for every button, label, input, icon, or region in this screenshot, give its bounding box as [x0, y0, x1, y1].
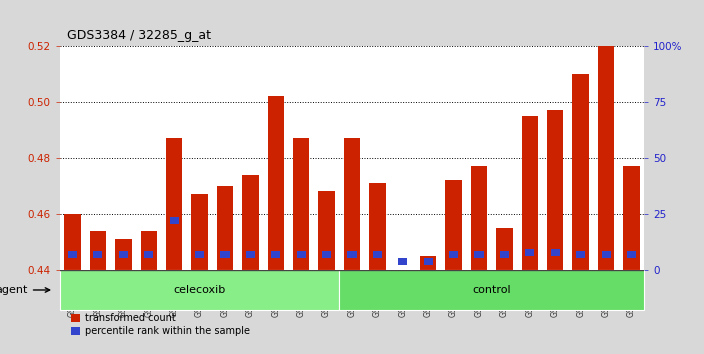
- Text: control: control: [472, 285, 511, 295]
- Bar: [64, 214, 81, 270]
- Bar: [601, 251, 610, 258]
- Bar: [420, 256, 436, 270]
- Bar: [373, 251, 382, 258]
- Bar: [551, 249, 560, 256]
- Bar: [446, 180, 462, 270]
- Bar: [144, 251, 153, 258]
- Bar: [344, 138, 360, 270]
- Text: GDS3384 / 32285_g_at: GDS3384 / 32285_g_at: [67, 29, 211, 42]
- Bar: [166, 138, 182, 270]
- Bar: [195, 251, 204, 258]
- Bar: [348, 251, 356, 258]
- Bar: [242, 175, 258, 270]
- Bar: [296, 251, 306, 258]
- Bar: [191, 194, 208, 270]
- Bar: [496, 228, 513, 270]
- Bar: [449, 251, 458, 258]
- Text: agent: agent: [0, 285, 27, 295]
- Bar: [322, 251, 331, 258]
- Text: celecoxib: celecoxib: [173, 285, 226, 295]
- Bar: [119, 251, 128, 258]
- Bar: [500, 251, 509, 258]
- Bar: [474, 251, 484, 258]
- Bar: [170, 217, 179, 223]
- Bar: [220, 251, 230, 258]
- Bar: [576, 251, 585, 258]
- Bar: [268, 96, 284, 270]
- Bar: [525, 249, 534, 256]
- Bar: [471, 166, 487, 270]
- Bar: [369, 183, 386, 270]
- Legend: transformed count, percentile rank within the sample: transformed count, percentile rank withi…: [70, 313, 250, 336]
- Bar: [547, 110, 563, 270]
- Bar: [94, 251, 103, 258]
- Bar: [522, 116, 538, 270]
- Bar: [627, 251, 636, 258]
- Bar: [339, 270, 644, 310]
- Bar: [398, 258, 408, 266]
- Bar: [68, 251, 77, 258]
- Bar: [424, 258, 433, 266]
- Bar: [60, 270, 339, 310]
- Bar: [598, 46, 615, 270]
- Bar: [141, 230, 157, 270]
- Bar: [217, 186, 233, 270]
- Bar: [115, 239, 132, 270]
- Bar: [271, 251, 280, 258]
- Bar: [246, 251, 255, 258]
- Bar: [89, 230, 106, 270]
- Bar: [623, 166, 640, 270]
- Bar: [293, 138, 310, 270]
- Bar: [572, 74, 589, 270]
- Bar: [318, 192, 335, 270]
